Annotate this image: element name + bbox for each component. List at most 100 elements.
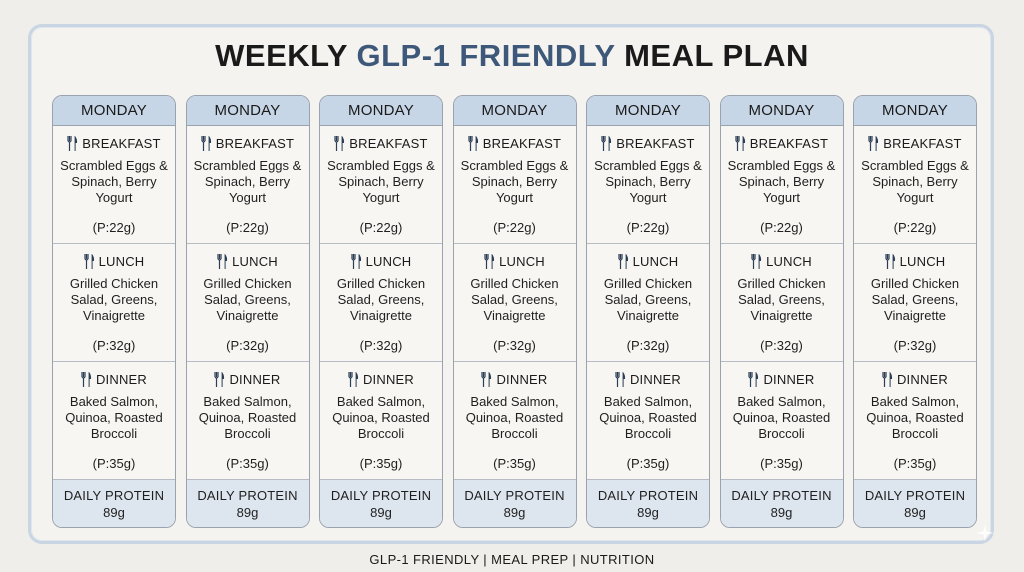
meal-heading: DINNER (748, 370, 814, 388)
dinner-section: DINNER Baked Salmon, Quinoa, Roasted Bro… (720, 362, 843, 480)
breakfast-section: BREAKFAST Scrambled Eggs & Spinach, Berr… (320, 126, 442, 244)
meal-description: Scrambled Eggs & Spinach, Berry Yogurt (60, 158, 168, 205)
meal-heading: BREAKFAST (601, 134, 694, 152)
day-header: MONDAY (53, 96, 175, 126)
meal-protein: (P:35g) (359, 456, 403, 471)
fork-knife-icon (617, 253, 628, 269)
fork-knife-icon (735, 135, 745, 151)
fork-knife-icon (748, 371, 759, 387)
meal-protein: (P:35g) (760, 456, 803, 471)
meal-label-breakfast: BREAKFAST (883, 135, 962, 151)
breakfast-section: BREAKFAST Scrambled Eggs & Spinach, Berr… (186, 126, 309, 244)
lunch-section: LUNCH Grilled Chicken Salad, Greens, Vin… (186, 244, 309, 362)
lunch-section: LUNCH Grilled Chicken Salad, Greens, Vin… (453, 244, 576, 362)
day-header: MONDAY (587, 96, 709, 126)
fork-knife-icon (884, 253, 895, 269)
day-column-sunday: MONDAY BREAKFAST Scrambled Eggs & Spinac… (853, 95, 977, 528)
meal-description: Baked Salmon, Quinoa, Roasted Broccoli (198, 394, 297, 441)
day-header: MONDAY (854, 96, 976, 126)
day-column-thursday: MONDAY BREAKFAST Scrambled Eggs & Spinac… (452, 95, 577, 528)
meal-protein: (P:32g) (359, 338, 403, 353)
meal-heading: DINNER (882, 370, 948, 388)
day-header: MONDAY (453, 96, 576, 126)
meal-label-lunch: LUNCH (499, 253, 545, 269)
daily-protein-label: DAILY PROTEIN (464, 487, 565, 503)
lunch-section: LUNCH Grilled Chicken Salad, Greens, Vin… (53, 244, 175, 362)
fork-knife-icon (468, 135, 478, 151)
breakfast-section: BREAKFAST Scrambled Eggs & Spinach, Berr… (587, 126, 709, 244)
meal-label-dinner: DINNER (896, 371, 949, 387)
fork-knife-icon (81, 371, 92, 387)
meal-description: Baked Salmon, Quinoa, Roasted Broccoli (866, 394, 964, 441)
meal-heading: LUNCH (884, 252, 946, 270)
meal-description: Baked Salmon, Quinoa, Roasted Broccoli (599, 394, 697, 441)
meal-label-lunch: LUNCH (899, 253, 946, 269)
meal-description: Grilled Chicken Salad, Greens, Vinaigret… (870, 276, 960, 323)
meal-heading: BREAKFAST (67, 134, 160, 152)
meal-label-lunch: LUNCH (98, 253, 145, 269)
fork-knife-icon (334, 135, 345, 151)
meal-protein: (P:32g) (92, 338, 136, 353)
fork-knife-icon (214, 371, 225, 387)
fork-knife-icon (83, 253, 94, 269)
fork-knife-icon (601, 135, 612, 151)
meal-label-dinner: DINNER (95, 371, 148, 387)
meal-protein: (P:22g) (226, 220, 269, 235)
title-prefix: WEEKLY (215, 38, 357, 73)
lunch-section: LUNCH Grilled Chicken Salad, Greens, Vin… (587, 244, 709, 362)
daily-protein-label: DAILY PROTEIN (63, 487, 165, 503)
meal-description: Grilled Chicken Salad, Greens, Vinaigret… (336, 276, 426, 323)
meal-protein: (P:22g) (359, 220, 403, 235)
meal-heading: LUNCH (350, 252, 412, 270)
meal-description: Grilled Chicken Salad, Greens, Vinaigret… (69, 276, 159, 323)
page-title: WEEKLY GLP-1 FRIENDLY MEAL PLAN (0, 38, 1024, 74)
meal-protein: (P:32g) (893, 338, 937, 353)
meal-description: Scrambled Eggs & Spinach, Berry Yogurt (460, 158, 569, 205)
daily-protein-section: DAILY PROTEIN 89g (320, 480, 442, 527)
meal-label-breakfast: BREAKFAST (215, 135, 295, 151)
meal-protein: (P:22g) (760, 220, 803, 235)
meal-heading: DINNER (615, 370, 681, 388)
meal-protein: (P:35g) (226, 456, 269, 471)
meal-heading: DINNER (81, 370, 147, 388)
breakfast-section: BREAKFAST Scrambled Eggs & Spinach, Berr… (720, 126, 843, 244)
fork-knife-icon (484, 253, 495, 269)
meal-protein: (P:35g) (893, 456, 937, 471)
meal-description: Scrambled Eggs & Spinach, Berry Yogurt (327, 158, 435, 205)
meal-description: Scrambled Eggs & Spinach, Berry Yogurt (594, 158, 702, 205)
fork-knife-icon (868, 135, 879, 151)
meal-label-dinner: DINNER (362, 371, 415, 387)
meal-heading: LUNCH (217, 252, 278, 270)
title-suffix: MEAL PLAN (614, 38, 809, 73)
meal-description: Baked Salmon, Quinoa, Roasted Broccoli (732, 394, 831, 441)
dinner-section: DINNER Baked Salmon, Quinoa, Roasted Bro… (854, 362, 976, 480)
meal-label-breakfast: BREAKFAST (482, 135, 562, 151)
meal-label-breakfast: BREAKFAST (749, 135, 829, 151)
meal-description: Scrambled Eggs & Spinach, Berry Yogurt (727, 158, 836, 205)
meal-label-breakfast: BREAKFAST (349, 135, 428, 151)
day-column-tuesday: MONDAY BREAKFAST Scrambled Eggs & Spinac… (185, 95, 310, 528)
meal-description: Scrambled Eggs & Spinach, Berry Yogurt (193, 158, 302, 205)
meal-label-lunch: LUNCH (232, 253, 278, 269)
meal-heading: LUNCH (751, 252, 812, 270)
meal-heading: LUNCH (617, 252, 679, 270)
fork-knife-icon (217, 253, 228, 269)
day-column-saturday: MONDAY BREAKFAST Scrambled Eggs & Spinac… (719, 95, 844, 528)
daily-protein-label: DAILY PROTEIN (597, 487, 699, 503)
meal-label-lunch: LUNCH (365, 253, 412, 269)
meal-label-breakfast: BREAKFAST (82, 135, 161, 151)
meal-description: Grilled Chicken Salad, Greens, Vinaigret… (203, 276, 292, 323)
meal-protein: (P:32g) (493, 338, 536, 353)
breakfast-section: BREAKFAST Scrambled Eggs & Spinach, Berr… (53, 126, 175, 244)
day-column-wednesday: MONDAY BREAKFAST Scrambled Eggs & Spinac… (319, 95, 443, 528)
daily-protein-value: 89g (103, 504, 125, 520)
meal-protein: (P:35g) (626, 456, 670, 471)
daily-protein-value: 89g (770, 504, 793, 520)
daily-protein-value: 89g (370, 504, 392, 520)
breakfast-section: BREAKFAST Scrambled Eggs & Spinach, Berr… (854, 126, 976, 244)
meal-heading: BREAKFAST (868, 134, 961, 152)
meal-heading: DINNER (481, 370, 547, 388)
fork-knife-icon (350, 253, 361, 269)
daily-protein-section: DAILY PROTEIN 89g (587, 480, 709, 527)
meal-description: Baked Salmon, Quinoa, Roasted Broccoli (332, 394, 430, 441)
